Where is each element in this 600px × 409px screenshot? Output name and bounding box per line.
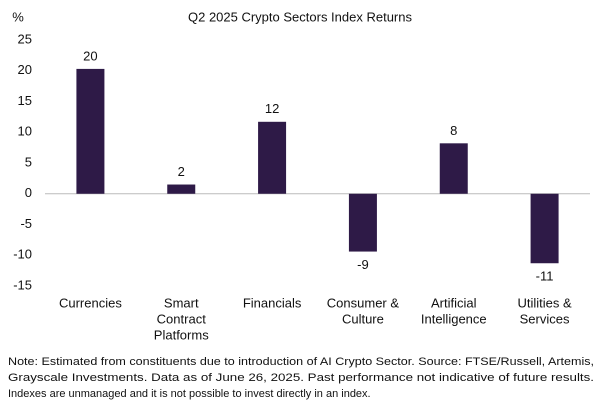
bar (76, 68, 105, 194)
value-label: 8 (450, 123, 457, 138)
value-label: 2 (178, 164, 185, 179)
y-tick-label: 25 (18, 31, 32, 46)
note: Grayscale Investments. Data as of June 2… (8, 372, 594, 384)
x-tick-label: Intelligence (421, 311, 487, 326)
chart-title: Q2 2025 Crypto Sectors Index Returns (188, 9, 413, 24)
bar (258, 121, 287, 194)
x-tick-label: Financials (243, 295, 302, 310)
x-tick-label: Contract (157, 311, 207, 326)
value-label: -11 (536, 269, 554, 284)
x-tick-label: Utilities & (517, 295, 572, 310)
y-tick-label: 0 (25, 185, 32, 200)
y-tick-label: 5 (25, 154, 32, 169)
y-axis-label: % (12, 9, 24, 24)
value-label: 20 (83, 48, 97, 63)
x-tick-label: Artificial (431, 295, 477, 310)
bar (530, 193, 559, 264)
x-tick-label: Culture (342, 311, 384, 326)
value-label: 12 (265, 101, 279, 116)
bar (348, 193, 377, 252)
y-tick-label: 20 (18, 62, 32, 77)
y-tick-label: -15 (13, 277, 32, 292)
value-label: -9 (357, 257, 369, 272)
x-tick-label: Smart (164, 295, 199, 310)
y-tick-label: 15 (18, 93, 32, 108)
x-tick-label: Currencies (59, 295, 122, 310)
x-tick-label: Services (520, 311, 570, 326)
x-tick-label: Consumer & (327, 295, 400, 310)
bar (439, 143, 468, 194)
note: Indexes are unmanaged and it is not poss… (8, 388, 371, 400)
y-tick-label: 10 (18, 124, 32, 139)
bar (167, 184, 196, 194)
note: Note: Estimated from constituents due to… (8, 356, 594, 368)
y-tick-label: -10 (13, 247, 32, 262)
x-tick-label: Platforms (154, 327, 209, 342)
y-tick-label: -5 (20, 216, 32, 231)
